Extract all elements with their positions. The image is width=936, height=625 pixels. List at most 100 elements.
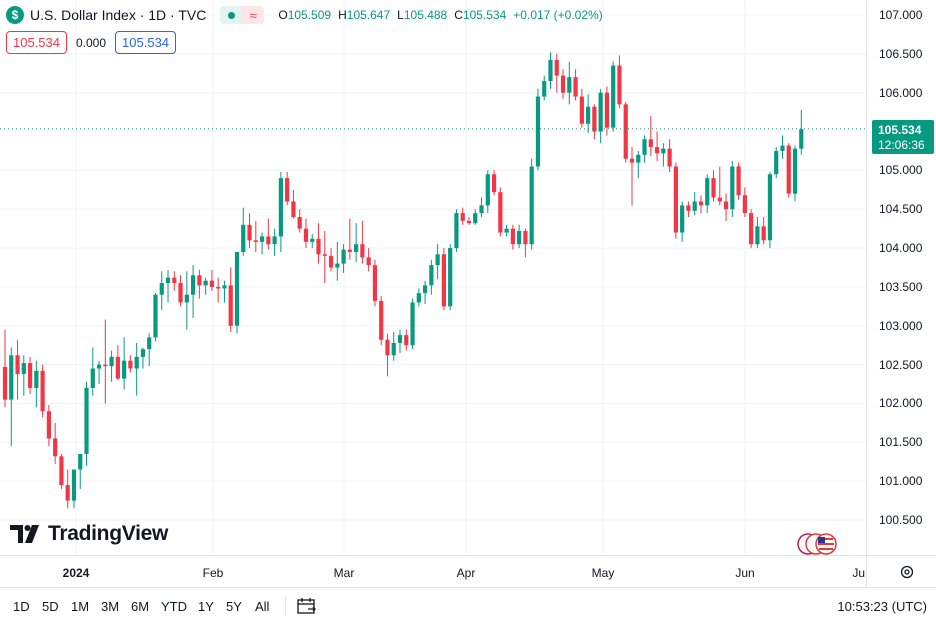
candle [59,453,64,489]
candle-body [103,364,108,367]
range-button-1m[interactable]: 1M [71,599,90,614]
candle [379,296,384,346]
candle [2,329,8,408]
candle [322,230,327,284]
range-button-5d[interactable]: 5D [42,599,59,614]
candle-body [698,201,704,206]
candle-body [485,174,490,206]
candle [416,288,421,307]
candle [15,339,20,400]
candle-body [629,158,635,163]
candle [278,171,283,252]
candle-body [140,349,146,357]
price-scale[interactable]: 107.000106.500106.000105.500105.000104.5… [866,0,936,555]
candle [21,355,26,396]
range-button-5y[interactable]: 5Y [226,599,242,614]
candle-body [316,238,321,255]
candle [510,224,515,250]
candle-body [517,230,522,245]
range-button-6m[interactable]: 6M [131,599,150,614]
candle [272,228,277,256]
range-button-ytd[interactable]: YTD [161,599,187,614]
status-pill: ≈ [220,6,265,24]
symbol-title[interactable]: U.S. Dollar Index · 1D · TVC [30,7,207,23]
candle-body [435,254,440,266]
candle [673,162,678,239]
range-button-1y[interactable]: 1Y [198,599,214,614]
ohlc-change: +0.017 (+0.02%) [513,8,603,22]
candle-body [661,148,666,154]
price-tick: 101.500 [879,435,923,450]
tradingview-wordmark: TradingView [48,522,169,545]
candle-body [491,174,497,193]
candle-body [46,411,51,439]
time-tick: Apr [456,566,476,580]
candle [53,422,58,465]
sell-button[interactable]: 105.534 [6,31,67,54]
market-open-dot-icon[interactable] [220,6,243,24]
quote-row: 105.534 0.000 105.534 [6,31,177,54]
gear-icon[interactable] [899,564,915,580]
delayed-data-icon[interactable]: ≈ [242,6,265,24]
range-button-1d[interactable]: 1D [13,599,30,614]
candle [266,218,271,250]
candle [592,104,597,140]
currency-flags-icon[interactable] [797,533,839,555]
candle-series [2,52,804,509]
candle-body [341,249,346,264]
candle-body [742,195,747,214]
candlestick-chart[interactable] [0,0,866,555]
utc-clock[interactable]: 10:53:23 (UTC) [837,599,927,614]
range-button-3m[interactable]: 3M [101,599,120,614]
candle [285,171,290,206]
chart-pane[interactable]: $ U.S. Dollar Index · 1D · TVC ≈ O105.50… [0,0,866,555]
candle-body [523,230,528,245]
time-tick: Feb [202,566,224,580]
candle-body [705,178,710,206]
range-button-all[interactable]: All [255,599,270,614]
candle [742,187,747,217]
candle [642,135,647,163]
candle-body [592,106,597,132]
candle [122,337,127,390]
candle-body [128,360,133,369]
tradingview-watermark[interactable]: TradingView [10,522,168,546]
bar-countdown: 12:06:36 [878,138,925,152]
candle-body [379,300,384,340]
candle-body [366,257,371,266]
candle-body [234,251,240,326]
close-label: C [454,8,463,22]
candle-body [686,205,691,211]
candle-body [191,275,196,295]
buy-button[interactable]: 105.534 [115,31,177,54]
candle-body [266,236,271,245]
dollar-icon[interactable]: $ [6,6,24,24]
high-label: H [338,8,347,22]
candle-body [648,139,653,148]
candle-body [736,166,741,196]
candle [448,244,453,311]
price-tick: 105.000 [879,163,923,178]
candle-body [479,205,484,214]
candle [755,217,760,249]
candle-body [147,337,152,350]
candle-body [222,285,227,289]
candle-body [9,355,14,400]
ohlc-open: O105.509 [278,8,331,22]
candle-body [767,174,773,241]
calendar-icon[interactable] [296,596,318,616]
candle [360,220,365,264]
candle [228,267,233,332]
candle [435,244,440,280]
price-tick: 104.000 [879,241,923,256]
candle [648,116,653,157]
time-scale[interactable]: 2024 Feb Mar Apr May Jun Ju [0,555,866,588]
candle [567,61,572,105]
candle-body [109,356,114,367]
candle-body [454,213,459,249]
candle [366,248,371,272]
candle-body [761,226,766,241]
price-tick: 103.000 [879,318,923,333]
candle-body [667,148,672,167]
candle [654,131,660,162]
